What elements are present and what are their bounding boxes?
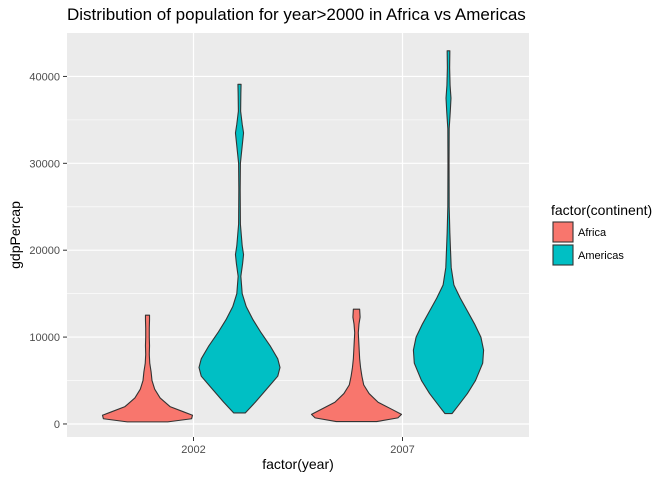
y-axis: 0 10000 20000 30000 40000: [29, 71, 67, 431]
legend-title: factor(continent): [551, 202, 652, 218]
y-tick-label: 30000: [29, 158, 60, 170]
violin-africa-2007: [310, 308, 403, 423]
x-axis: 2002 2007: [181, 437, 415, 456]
y-axis-title: gdpPercap: [7, 201, 23, 269]
y-tick-label: 0: [54, 419, 60, 431]
violin-americas-2007: [412, 50, 485, 415]
violin-africa-2002: [101, 314, 194, 423]
x-tick-label: 2007: [390, 444, 414, 456]
legend-items: Africa Americas: [552, 221, 624, 266]
y-tick-label: 40000: [29, 71, 60, 83]
legend-key-americas: [552, 244, 574, 266]
legend-key-africa: [552, 221, 574, 243]
legend: factor(continent) Africa Americas: [551, 202, 652, 266]
violin-layer: [101, 50, 485, 423]
legend-label-africa: Africa: [578, 227, 607, 239]
violin-americas-2002: [198, 83, 281, 414]
y-tick-label: 10000: [29, 332, 60, 344]
legend-label-americas: Americas: [578, 250, 624, 262]
y-tick-label: 20000: [29, 245, 60, 257]
x-tick-label: 2002: [181, 444, 205, 456]
x-axis-title: factor(year): [262, 456, 334, 472]
grid-lines: [67, 33, 529, 437]
chart-title: Distribution of population for year>2000…: [67, 5, 526, 24]
